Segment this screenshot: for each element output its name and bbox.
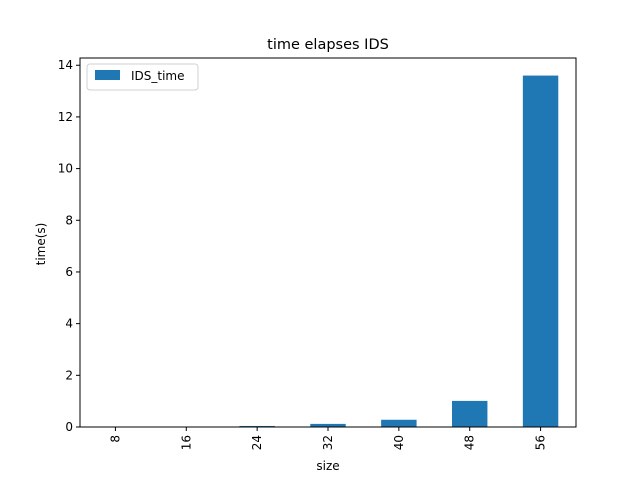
- y-tick-label-4: 4: [65, 317, 73, 331]
- y-tick-label-10: 10: [58, 162, 73, 176]
- legend-swatch-ids-time: [95, 70, 120, 80]
- y-tick-label-12: 12: [58, 110, 73, 124]
- x-axis: 8 16 24 32 40 48 56: [108, 427, 548, 450]
- y-tick-label-6: 6: [65, 265, 73, 279]
- y-tick-label-8: 8: [65, 213, 73, 227]
- y-axis: 0 2 4 6 8 10 12 14: [58, 58, 80, 434]
- bar-32: [310, 423, 346, 427]
- legend-label-ids-time: IDS_time: [131, 69, 185, 83]
- y-tick-label-2: 2: [65, 368, 73, 382]
- x-tick-label-56: 56: [534, 435, 548, 450]
- legend: IDS_time: [86, 63, 199, 91]
- x-tick-label-8: 8: [108, 435, 122, 443]
- x-tick-label-48: 48: [463, 435, 477, 450]
- bar-24: [239, 425, 275, 427]
- x-tick-label-32: 32: [321, 435, 335, 450]
- x-tick-label-40: 40: [392, 435, 406, 450]
- chart-title: time elapses IDS: [267, 37, 389, 53]
- x-tick-label-16: 16: [179, 435, 193, 450]
- y-tick-label-0: 0: [65, 420, 73, 434]
- bars-group: [97, 75, 559, 428]
- x-axis-title: size: [316, 459, 339, 473]
- y-tick-label-14: 14: [58, 58, 73, 72]
- bar-40: [381, 419, 417, 427]
- y-axis-title: time(s): [34, 223, 48, 266]
- bar-56: [522, 75, 559, 428]
- bar-48: [452, 400, 488, 427]
- x-tick-label-24: 24: [250, 435, 264, 450]
